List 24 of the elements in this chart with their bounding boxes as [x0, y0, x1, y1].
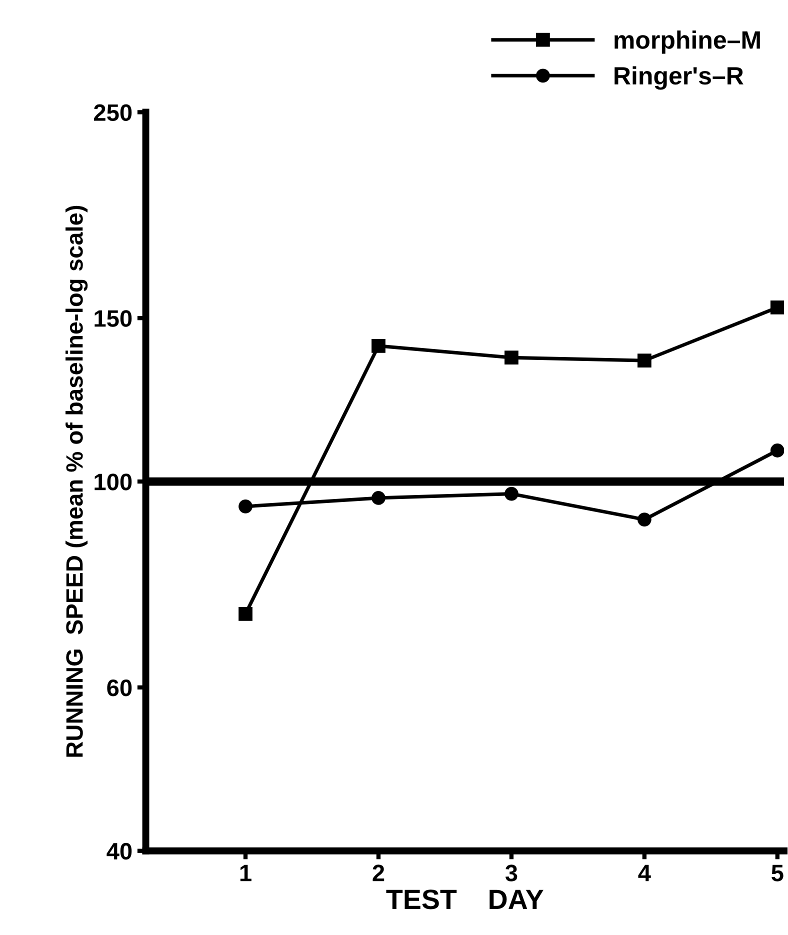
y-tick-label: 40	[106, 842, 132, 860]
point	[238, 500, 252, 514]
legend-label: Ringer's–R	[614, 66, 744, 90]
x-tick-label: 2	[372, 864, 384, 882]
x-tick-label: 5	[772, 864, 784, 882]
x-tick-label: 4	[638, 864, 651, 882]
point	[770, 444, 784, 458]
point	[238, 606, 252, 621]
x-tick-label: 3	[505, 864, 518, 882]
y-tick-label: 100	[94, 474, 132, 490]
y-tick-label: 250	[94, 104, 132, 121]
point	[504, 486, 518, 501]
y-tick-label: 60	[107, 679, 132, 696]
point	[637, 354, 652, 368]
point	[504, 350, 518, 365]
point	[770, 300, 784, 314]
x-axis-title: TEST DAY	[386, 890, 544, 910]
y-tick-label: 150	[94, 310, 132, 327]
point	[637, 512, 652, 526]
y-axis-title: RUNNING SPEED (mean % of baseline-log scale)	[66, 206, 88, 757]
legend-label: morphine–M	[614, 30, 760, 54]
x-tick-label: 1	[240, 864, 252, 882]
point	[372, 338, 386, 353]
point	[372, 491, 386, 505]
